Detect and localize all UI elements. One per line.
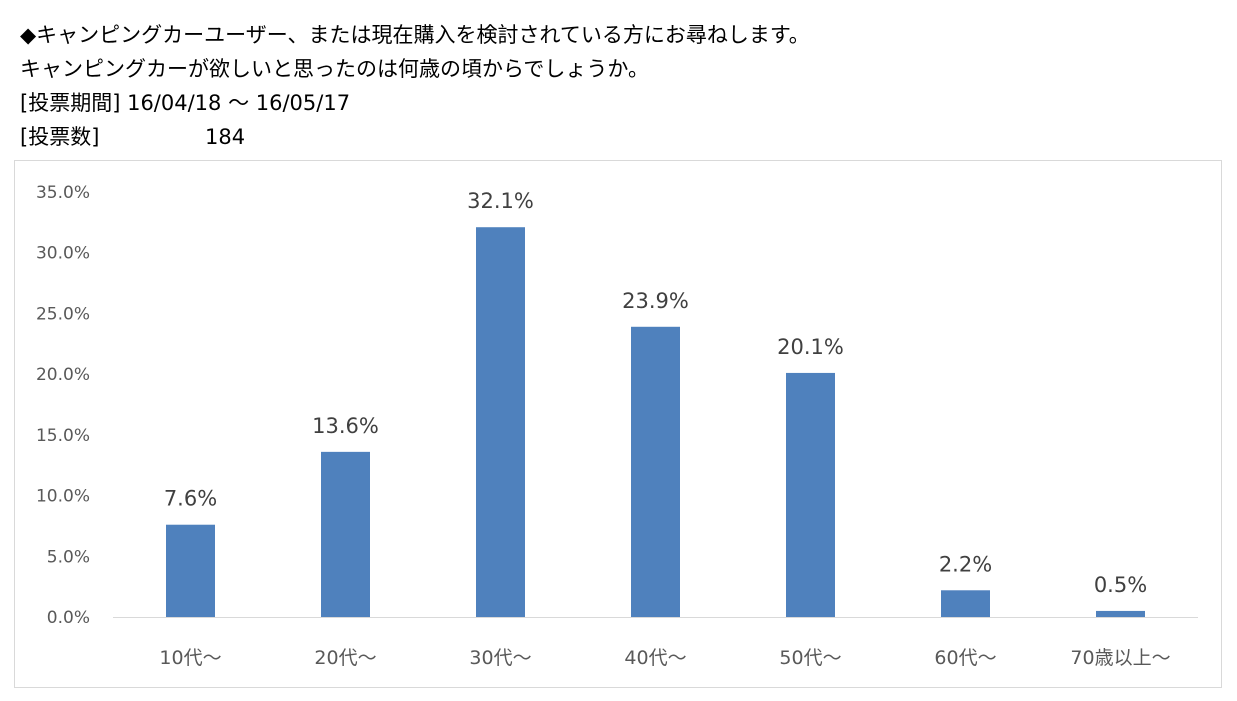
x-tick-label: 60代～	[934, 647, 996, 669]
x-tick-label: 30代～	[469, 647, 531, 669]
bar	[786, 372, 835, 617]
data-label: 13.6%	[312, 414, 379, 438]
bar	[631, 326, 680, 617]
vote-count-label: [投票数]	[20, 125, 100, 149]
y-tick-label: 15.0%	[36, 426, 90, 446]
y-tick-label: 30.0%	[36, 244, 90, 264]
voting-period-label: [投票期間]	[20, 91, 121, 115]
x-tick-label: 10代～	[159, 647, 221, 669]
y-axis: 0.0% 5.0% 10.0% 15.0% 20.0% 25.0% 30.0% 35.0%	[36, 183, 90, 628]
data-label: 20.1%	[777, 335, 844, 359]
voting-period-value: 16/04/18 ～ 16/05/17	[127, 91, 351, 115]
bar	[476, 227, 525, 617]
data-label: 23.9%	[622, 289, 689, 313]
voting-period: [投票期間] 16/04/18 ～ 16/05/17	[20, 86, 810, 120]
x-axis: 10代～ 20代～ 30代～ 40代～ 50代～ 60代～ 70歳以上～	[159, 647, 1170, 669]
x-tick-label: 50代～	[779, 647, 841, 669]
y-tick-label: 0.0%	[47, 608, 90, 628]
vote-count: [投票数] 184	[20, 120, 810, 154]
data-label: 7.6%	[164, 487, 217, 511]
bar-chart: 0.0% 5.0% 10.0% 15.0% 20.0% 25.0% 30.0% 35.0% 7…	[36, 183, 1198, 669]
chart-area: 0.0% 5.0% 10.0% 15.0% 20.0% 25.0% 30.0% 35.0% 7…	[14, 160, 1222, 688]
question-line-1: ◆キャンピングカーユーザー、または現在購入を検討されている方にお尋ねします。	[20, 23, 810, 47]
bar-series	[166, 227, 1145, 617]
x-tick-label: 20代～	[314, 647, 376, 669]
y-tick-label: 25.0%	[36, 304, 90, 324]
y-tick-label: 35.0%	[36, 183, 90, 203]
data-label: 32.1%	[467, 189, 534, 213]
data-label: 2.2%	[939, 552, 992, 576]
y-tick-label: 10.0%	[36, 487, 90, 507]
question-line-2: キャンピングカーが欲しいと思ったのは何歳の頃からでしょうか。	[20, 57, 649, 81]
chart-header: ◆キャンピングカーユーザー、または現在購入を検討されている方にお尋ねします。 キ…	[20, 18, 810, 154]
data-label: 0.5%	[1094, 573, 1147, 597]
x-tick-label: 40代～	[624, 647, 686, 669]
bar	[321, 451, 370, 617]
y-tick-label: 20.0%	[36, 365, 90, 385]
data-labels: 7.6% 13.6% 32.1% 23.9% 20.1% 2.2% 0.5%	[164, 189, 1147, 597]
y-tick-label: 5.0%	[47, 547, 90, 567]
bar	[941, 590, 990, 617]
vote-count-value: 184	[205, 125, 246, 149]
bar	[1096, 610, 1145, 617]
x-tick-label: 70歳以上～	[1070, 647, 1170, 669]
bar	[166, 524, 215, 617]
